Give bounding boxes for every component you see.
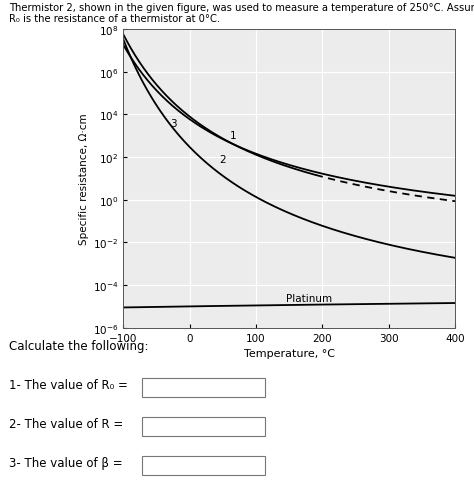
Text: 2: 2 bbox=[219, 154, 226, 164]
Text: 2- The value of R =: 2- The value of R = bbox=[9, 417, 124, 430]
Text: 1- The value of R₀ =: 1- The value of R₀ = bbox=[9, 378, 128, 391]
Y-axis label: Specific resistance, Ω·cm: Specific resistance, Ω·cm bbox=[79, 113, 89, 245]
Text: 1: 1 bbox=[229, 131, 236, 141]
Text: Thermistor 2, shown in the given figure, was used to measure a temperature of 25: Thermistor 2, shown in the given figure,… bbox=[9, 3, 474, 13]
Text: 3: 3 bbox=[170, 118, 176, 128]
Text: 3- The value of β =: 3- The value of β = bbox=[9, 456, 123, 469]
Text: Platinum: Platinum bbox=[286, 294, 332, 304]
Text: R₀ is the resistance of a thermistor at 0°C.: R₀ is the resistance of a thermistor at … bbox=[9, 14, 220, 24]
X-axis label: Temperature, °C: Temperature, °C bbox=[244, 349, 335, 359]
Text: Calculate the following:: Calculate the following: bbox=[9, 340, 149, 353]
